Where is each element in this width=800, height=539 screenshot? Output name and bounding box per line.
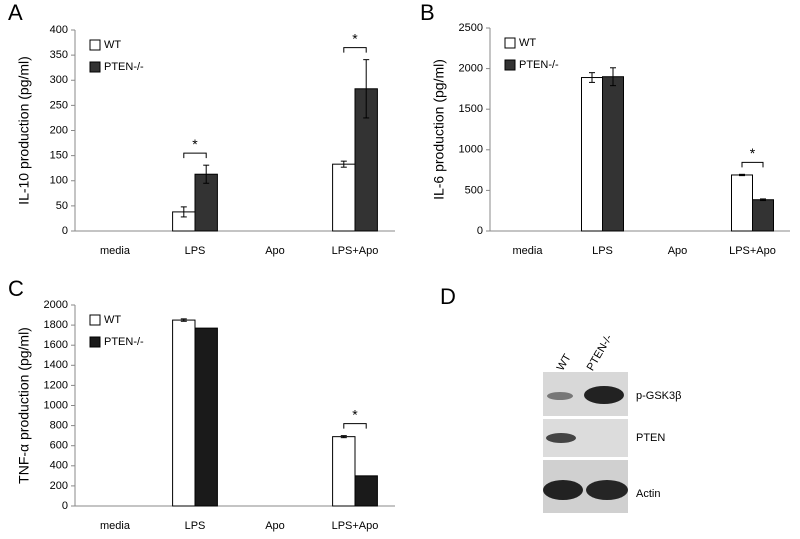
legend-label: WT [519,37,536,49]
blot-panel: D WT PTEN-/- p-GSK3β PTEN Actin [440,284,681,513]
lane-label: PTEN-/- [585,332,615,373]
x-tick-label: LPS [592,245,613,257]
row-label: PTEN [636,432,665,444]
significance-bracket [343,47,367,53]
y-tick-label: 150 [50,150,68,162]
legend-label: PTEN-/- [104,336,144,348]
bar [354,475,378,507]
x-tick-label: LPS+Apo [729,245,776,257]
x-tick-label: LPS+Apo [332,245,379,257]
bar [332,163,356,232]
y-tick-label: 200 [50,480,68,492]
y-tick-label: 350 [50,49,68,61]
legend-label: WT [104,39,121,51]
x-tick-label: Apo [265,520,285,532]
legend-swatch [504,59,516,71]
bar [172,319,196,507]
significance-label: * [352,406,358,422]
legend-label: PTEN-/- [104,61,144,73]
panel-label: A [8,0,23,25]
legend-swatch [504,37,516,49]
significance-label: * [192,136,198,152]
blot-band [586,480,628,500]
panel-label: C [8,276,24,301]
y-tick-label: 1200 [44,379,68,391]
panel-label: D [440,284,456,309]
bar [752,199,774,232]
significance-label: * [352,30,358,46]
y-tick-label: 400 [50,24,68,36]
y-tick-label: 800 [50,420,68,432]
x-tick-label: Apo [265,245,285,257]
y-tick-label: 1600 [44,339,68,351]
row-label: Actin [636,488,660,500]
y-axis-label: TNF-α production (pg/ml) [16,327,32,484]
legend-swatch [89,39,101,51]
x-tick-label: LPS [185,520,206,532]
y-tick-label: 200 [50,124,68,136]
legend-swatch [89,336,101,348]
row-label: p-GSK3β [636,390,681,402]
bar [731,174,753,232]
y-tick-label: 2000 [44,299,68,311]
x-tick-label: media [513,245,544,257]
bar [602,76,624,232]
blot-band [546,433,576,443]
blot-band [543,480,583,500]
significance-label: * [750,145,756,161]
y-tick-label: 1800 [44,319,68,331]
blot-band [584,386,624,404]
legend-swatch [89,61,101,73]
bar [581,77,603,232]
y-tick-label: 0 [477,225,483,237]
lane-label: WT [555,352,574,373]
significance-bracket [741,161,764,168]
y-tick-label: 250 [50,99,68,111]
y-axis-label: IL-6 production (pg/ml) [431,59,447,200]
y-tick-label: 300 [50,74,68,86]
y-tick-label: 2000 [459,63,483,75]
y-tick-label: 500 [465,184,483,196]
bar [332,436,356,507]
x-tick-label: media [100,245,131,257]
y-tick-label: 1500 [459,103,483,115]
legend-label: WT [104,314,121,326]
legend-label: PTEN-/- [519,59,559,71]
significance-bracket [343,423,367,429]
blot-band [547,392,573,400]
y-tick-label: 1400 [44,359,68,371]
y-tick-label: 100 [50,175,68,187]
y-tick-label: 1000 [44,399,68,411]
y-tick-label: 400 [50,460,68,472]
y-tick-label: 0 [62,225,68,237]
y-tick-label: 600 [50,440,68,452]
legend-swatch [89,314,101,326]
x-tick-label: Apo [668,245,688,257]
y-tick-label: 1000 [459,144,483,156]
y-tick-label: 50 [56,200,68,212]
y-tick-label: 2500 [459,22,483,34]
y-tick-label: 0 [62,500,68,512]
panel-label: B [420,0,435,25]
significance-bracket [183,152,207,159]
bar [194,327,218,507]
y-axis-label: IL-10 production (pg/ml) [16,56,32,205]
x-tick-label: LPS+Apo [332,520,379,532]
x-tick-label: media [100,520,131,532]
x-tick-label: LPS [185,245,206,257]
